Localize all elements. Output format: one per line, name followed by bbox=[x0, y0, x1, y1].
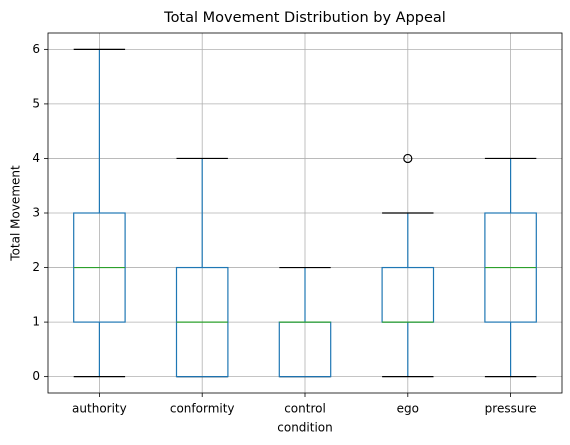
flier bbox=[403, 153, 413, 164]
y-tick-label: 2 bbox=[32, 260, 40, 274]
x-tick-label: pressure bbox=[485, 402, 537, 416]
x-tick-label: control bbox=[284, 402, 326, 416]
y-tick-label: 3 bbox=[32, 206, 40, 220]
x-tick-label: authority bbox=[72, 402, 127, 416]
y-tick-label: 5 bbox=[32, 96, 40, 110]
chart-title: Total Movement Distribution by Appeal bbox=[163, 10, 446, 26]
y-tick-label: 1 bbox=[32, 315, 40, 329]
y-axis-label: Total Movement bbox=[9, 165, 23, 262]
y-tick-label: 4 bbox=[32, 151, 40, 165]
y-tick-label: 0 bbox=[32, 369, 40, 383]
y-tick-label: 6 bbox=[32, 42, 40, 56]
x-axis-label: condition bbox=[277, 421, 332, 435]
plot-frame bbox=[47, 32, 563, 394]
x-tick-label: ego bbox=[397, 402, 419, 416]
x-tick-label: conformity bbox=[170, 402, 235, 416]
